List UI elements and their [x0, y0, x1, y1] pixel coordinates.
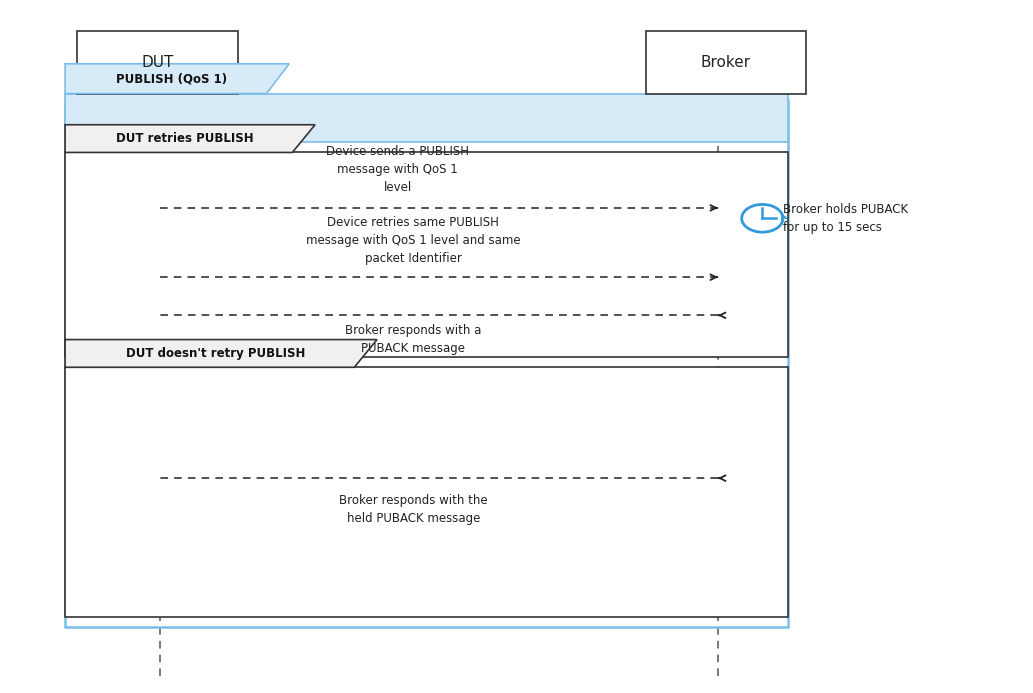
Text: Broker holds PUBACK
for up to 15 secs: Broker holds PUBACK for up to 15 secs — [783, 203, 908, 234]
Polygon shape — [65, 125, 315, 152]
Bar — [65, 367, 788, 617]
Text: Broker responds with a
PUBACK message: Broker responds with a PUBACK message — [345, 324, 481, 355]
Bar — [646, 31, 806, 94]
Bar — [65, 152, 788, 357]
Text: Device sends a PUBLISH
message with QoS 1
level: Device sends a PUBLISH message with QoS … — [326, 146, 469, 194]
Polygon shape — [65, 64, 289, 94]
Text: DUT doesn't retry PUBLISH: DUT doesn't retry PUBLISH — [126, 347, 306, 360]
Bar — [65, 94, 788, 142]
Text: DUT: DUT — [142, 55, 174, 70]
Polygon shape — [65, 340, 377, 367]
Text: Device retries same PUBLISH
message with QoS 1 level and same
packet Identifier: Device retries same PUBLISH message with… — [306, 216, 521, 265]
Text: PUBLISH (QoS 1): PUBLISH (QoS 1) — [117, 72, 227, 85]
Text: Broker: Broker — [700, 55, 751, 70]
Bar — [65, 100, 788, 627]
Bar — [77, 31, 238, 94]
Text: DUT retries PUBLISH: DUT retries PUBLISH — [116, 132, 254, 145]
Text: Broker responds with the
held PUBACK message: Broker responds with the held PUBACK mes… — [339, 494, 488, 525]
